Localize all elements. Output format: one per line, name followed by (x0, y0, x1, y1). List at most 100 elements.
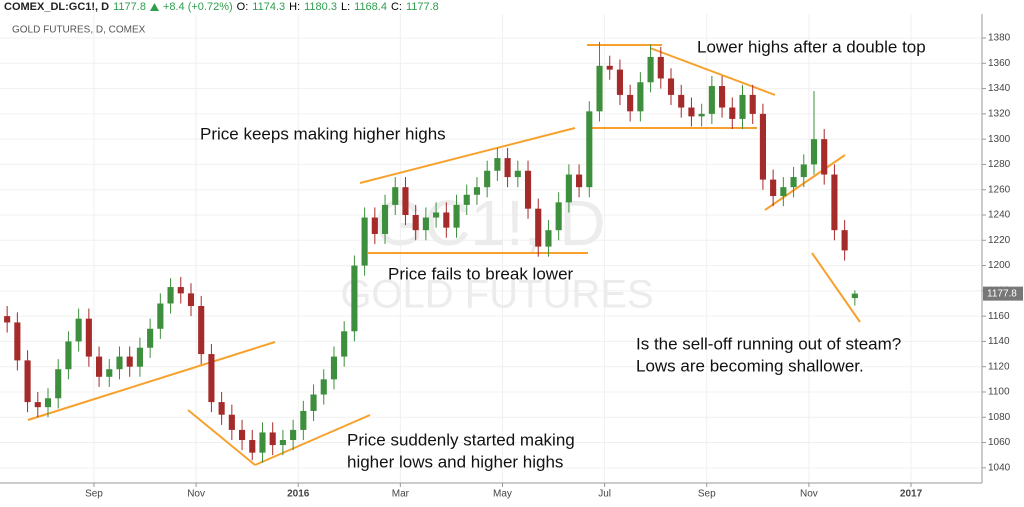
price-tag (983, 286, 1023, 301)
candle-body (749, 94, 756, 114)
y-tick-label: 1280 (988, 159, 1011, 170)
candle-body (729, 107, 736, 119)
candle-body (565, 174, 572, 203)
candle-body (249, 440, 256, 453)
candle-body (484, 170, 491, 188)
trend-line (359, 127, 576, 184)
y-tick-label: 1200 (988, 260, 1011, 271)
candle-body (402, 187, 409, 215)
candle-body (157, 303, 164, 329)
candle-body (330, 356, 338, 380)
x-tick-label: May (493, 489, 512, 500)
annotation: Lows are becoming shallower. (636, 356, 864, 375)
y-tick-label: 1380 (988, 33, 1011, 44)
candle-body (218, 402, 225, 415)
candle-body (545, 230, 552, 247)
change: +8.4 (+0.72%) (162, 1, 233, 13)
candle-body (647, 56, 654, 83)
candle-body (831, 174, 838, 231)
candle-body (524, 170, 532, 209)
candle-body (208, 354, 215, 403)
x-tick-label: Nov (187, 489, 205, 500)
candle-body (116, 356, 123, 370)
candle-body (433, 212, 440, 218)
annotation: higher lows and higher highs (347, 452, 563, 471)
candle-body (555, 202, 562, 231)
trend-line (27, 341, 276, 421)
candle-body (75, 318, 82, 342)
candle-body (371, 217, 378, 234)
candle-body (228, 414, 235, 430)
ohlc-value: 1168.4 (354, 1, 387, 13)
symbol: COMEX_DL:GC1!, D (4, 1, 110, 13)
candle-body (504, 158, 511, 178)
candle-body (55, 369, 62, 399)
x-tick-label: 2016 (287, 489, 310, 500)
candle-body (841, 230, 848, 251)
annotation: Is the sell-off running out of steam? (636, 334, 901, 353)
candle-body (34, 402, 41, 408)
candle-body (586, 111, 593, 188)
up-arrow (149, 3, 159, 11)
candle-body (443, 212, 450, 228)
candle-body (381, 204, 389, 234)
ohlc-value: 1177.8 (405, 1, 439, 13)
ohlc-label: C: (390, 1, 402, 13)
ohlc-value: 1180.3 (304, 1, 337, 13)
candle-body (678, 94, 685, 108)
candle-body (300, 410, 307, 430)
annotation: Price suddenly started making (347, 430, 575, 449)
candle-body (463, 194, 470, 205)
candle-body (14, 322, 21, 361)
y-tick-label: 1120 (988, 361, 1010, 372)
candle-body (596, 65, 603, 112)
candle-body (780, 187, 787, 197)
y-tick-label: 1300 (988, 134, 1011, 145)
candle-body (667, 78, 675, 95)
candle-body (85, 318, 92, 357)
candle-body (800, 164, 807, 178)
x-tick-label: Mar (392, 489, 410, 500)
y-tick-label: 1260 (988, 184, 1011, 195)
candle-body (96, 356, 103, 377)
candle-body (44, 398, 52, 408)
candle-body (106, 369, 113, 377)
trend-line (254, 414, 371, 466)
x-tick-label: Jul (598, 489, 611, 500)
candle-body (167, 287, 174, 304)
candle-body (126, 356, 133, 367)
candle-body (187, 293, 195, 307)
candle-body (361, 217, 368, 266)
candle-body (147, 328, 154, 348)
y-tick-label: 1060 (988, 437, 1011, 448)
candle-body (177, 287, 184, 294)
candle-body (770, 179, 777, 197)
y-tick-label: 1160 (988, 311, 1010, 322)
trend-line (649, 47, 776, 96)
candle-body (657, 56, 664, 79)
candle-body (637, 82, 644, 112)
candle-body (688, 107, 695, 117)
y-tick-label: 1220 (988, 235, 1011, 246)
candle-body (310, 394, 317, 411)
candle-body (290, 429, 297, 441)
trend-line (764, 154, 846, 211)
trend-line (811, 252, 861, 323)
candle-body (606, 65, 613, 70)
candle-body (198, 306, 205, 355)
candle-body (320, 379, 327, 395)
candle-body (535, 208, 542, 247)
candle-body (392, 187, 399, 205)
candle-body (238, 429, 246, 441)
candle-body (627, 94, 634, 112)
grid (0, 14, 982, 483)
candle-body (719, 86, 726, 108)
candle-body (279, 440, 286, 446)
header: COMEX_DL:GC1!, D 1177.8 +8.4 (+0.72%) O:… (4, 0, 439, 14)
candle-body (259, 432, 266, 453)
candle-body (473, 187, 481, 195)
ohlc-label: L: (340, 1, 351, 13)
y-tick-label: 1340 (988, 83, 1011, 94)
candle-body (514, 170, 521, 178)
